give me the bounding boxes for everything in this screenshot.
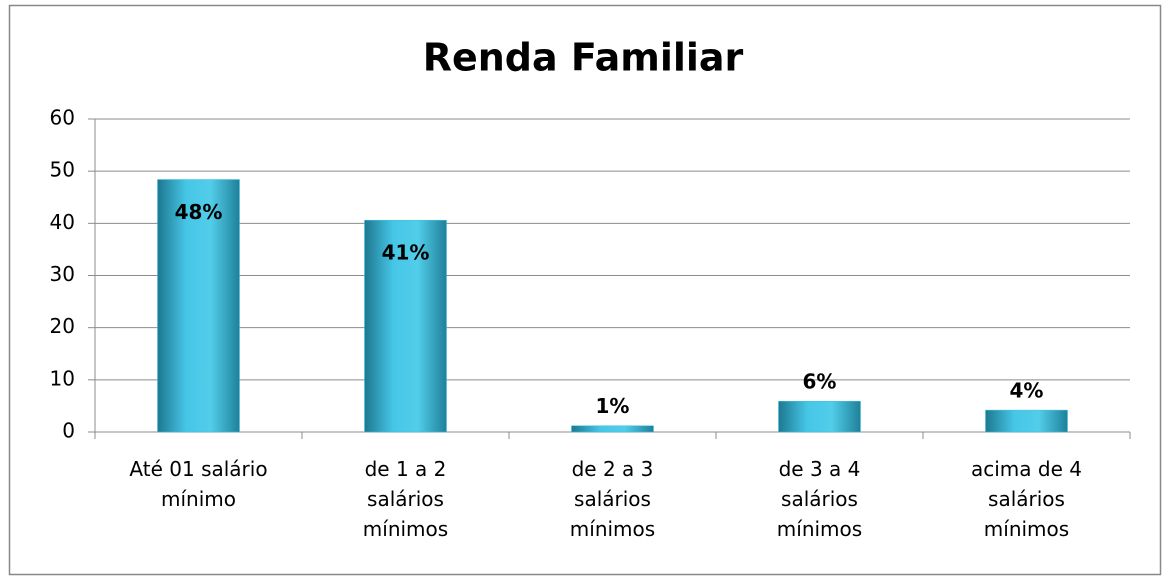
y-tick-label: 10: [50, 366, 75, 390]
x-tick-label: de 1 a 2 salários mínimos: [362, 457, 449, 541]
y-tick-label: 0: [62, 419, 75, 443]
data-label: 41%: [382, 241, 430, 265]
y-tick-label: 40: [50, 210, 75, 234]
data-label: 1%: [596, 394, 630, 418]
bar: [985, 409, 1068, 433]
data-label: 48%: [175, 200, 223, 224]
bar: [778, 400, 861, 433]
bar: [571, 425, 654, 433]
x-tick-label: Até 01 salário mínimo: [129, 457, 268, 511]
x-tick-label: de 2 a 3 salários mínimos: [569, 457, 656, 541]
y-tick-label: 50: [50, 158, 75, 182]
data-label: 6%: [803, 370, 837, 394]
bar: [364, 219, 447, 433]
chart-title: Renda Familiar: [423, 36, 744, 80]
bar: [157, 179, 240, 433]
data-label: 4%: [1010, 379, 1044, 403]
x-tick-label: de 3 a 4 salários mínimos: [776, 457, 863, 541]
y-tick-label: 60: [50, 106, 75, 130]
x-tick-label: acima de 4 salários mínimos: [971, 457, 1082, 541]
y-tick-label: 30: [50, 262, 75, 286]
y-tick-label: 20: [50, 314, 75, 338]
